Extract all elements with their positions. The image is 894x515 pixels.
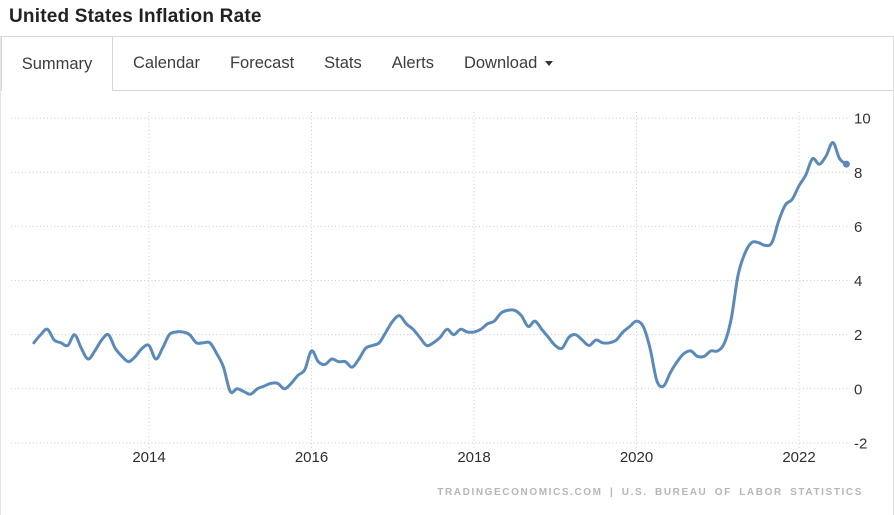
tab-stats-label: Stats xyxy=(324,54,362,72)
tab-forecast[interactable]: Forecast xyxy=(215,37,309,90)
y-axis-label: 2 xyxy=(854,327,862,344)
tab-calendar-label: Calendar xyxy=(133,54,200,72)
tab-summary-label: Summary xyxy=(21,54,93,73)
y-axis-label: 10 xyxy=(854,111,871,128)
x-axis-label: 2022 xyxy=(782,449,815,466)
x-axis-label: 2016 xyxy=(295,449,328,466)
page-header: United States Inflation Rate xyxy=(0,0,894,37)
tab-calendar[interactable]: Calendar xyxy=(118,37,215,90)
chart-watermark: TRADINGECONOMICS.COM | U.S. BUREAU OF LA… xyxy=(437,487,863,498)
chart-canvas: 10 8 6 4 2 0 -2 2014 2016 2018 2020 2022 xyxy=(11,111,871,466)
y-axis-label: 8 xyxy=(854,165,862,182)
content-panel: Summary Calendar Forecast Stats Alerts D… xyxy=(0,37,894,515)
page-title: United States Inflation Rate xyxy=(9,6,262,27)
tab-summary[interactable]: Summary xyxy=(1,37,113,91)
inflation-line-series xyxy=(32,141,848,396)
x-axis-label: 2018 xyxy=(457,449,490,466)
y-axis-label: -2 xyxy=(854,435,867,452)
tab-download[interactable]: Download xyxy=(449,37,568,90)
tab-bar: Summary Calendar Forecast Stats Alerts D… xyxy=(1,37,893,91)
y-axis-label: 4 xyxy=(854,273,862,290)
tab-forecast-label: Forecast xyxy=(229,54,295,72)
y-axis-label: 0 xyxy=(854,381,862,398)
last-point-marker xyxy=(842,160,850,168)
tab-alerts-label: Alerts xyxy=(391,54,434,72)
x-axis-label: 2014 xyxy=(132,449,165,466)
x-axis-label: 2020 xyxy=(620,449,653,466)
chevron-down-icon xyxy=(545,61,554,66)
tab-stats[interactable]: Stats xyxy=(309,37,377,90)
tab-alerts[interactable]: Alerts xyxy=(377,37,449,90)
y-axis-label: 6 xyxy=(854,219,862,236)
inflation-chart: 10 8 6 4 2 0 -2 2014 2016 2018 2020 2022 TRADINGECO… xyxy=(1,91,893,515)
tab-download-label: Download xyxy=(463,54,538,72)
